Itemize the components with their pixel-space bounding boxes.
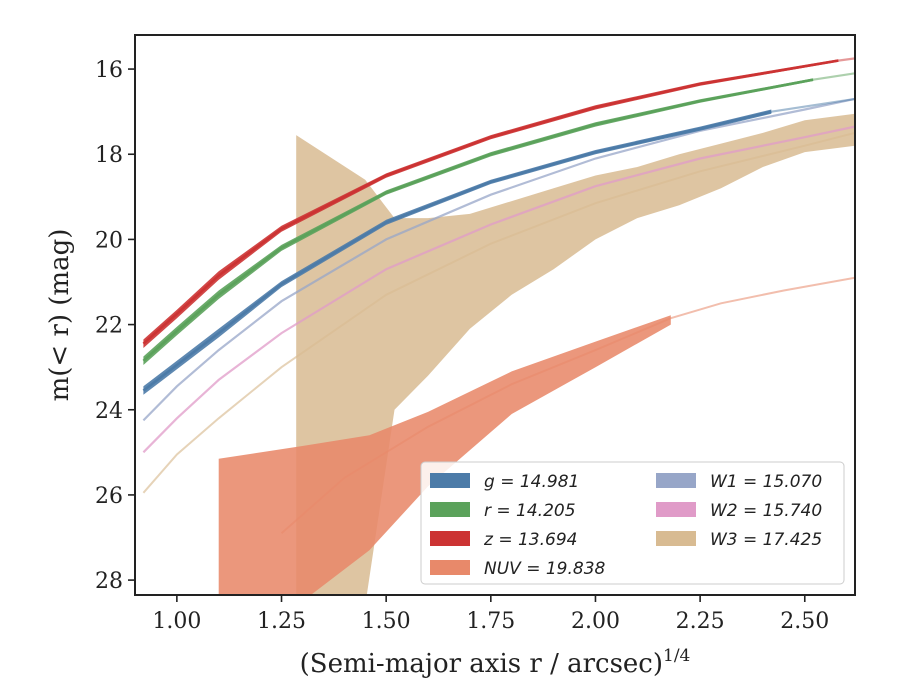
x-axis-label-exponent: 1/4 [663,646,690,666]
legend-label: r = 14.205 [484,501,576,521]
plot-area [142,57,855,595]
x-axis-label-text: (Semi-major axis r / arcsec) [300,649,663,679]
x-tick-label: 2.50 [780,609,829,634]
legend-swatch [430,560,470,575]
legend-item-g: g = 14.981 [430,472,579,492]
x-axis-label: (Semi-major axis r / arcsec)1/4 [300,646,691,679]
y-tick-label: 28 [95,569,123,594]
legend-label: NUV = 19.838 [484,559,606,579]
series-nuv-band [218,315,671,595]
series-w1-line [142,97,855,422]
legend-label: W2 = 15.740 [710,501,822,521]
legend-label: W1 = 15.070 [710,472,822,492]
series-w2-line [142,125,855,454]
legend-swatch [656,473,696,488]
x-tick-label: 1.75 [466,609,515,634]
legend-item-r: r = 14.205 [430,501,576,521]
series-r-line [142,78,814,362]
legend-item-nuv: NUV = 19.838 [430,559,606,579]
x-tick-label: 1.50 [362,609,411,634]
series-r-extension [812,72,855,81]
x-tick-label: 1.25 [257,609,306,634]
series-w3-band [296,113,855,595]
legend-item-w2: W2 = 15.740 [656,501,822,521]
y-tick-label: 26 [95,484,123,509]
legend-swatch [430,473,470,488]
legend-swatch [656,502,696,517]
y-tick-label: 18 [95,143,123,168]
y-tick-label: 20 [95,228,123,253]
series-z-extension [838,57,855,62]
legend-swatch [656,531,696,546]
legend-swatch [430,502,470,517]
x-tick-label: 2.00 [571,609,620,634]
series-z-line [142,59,839,345]
legend-box [420,461,845,585]
x-tick-label: 2.25 [676,609,725,634]
y-tick-label: 22 [95,314,123,339]
legend-item-w1: W1 = 15.070 [656,472,822,492]
legend-label: z = 13.694 [483,530,577,550]
axis-ticks: 1.00 1.25 1.50 1.75 2.00 2.25 2.50 16 18 20 22 24 26… [95,58,829,634]
legend: g = 14.981 r = 14.205 z = 13.694 NUV = 19.8… [420,461,845,585]
series-w3-line [142,131,855,494]
legend-label: W3 = 17.425 [710,530,822,550]
plot-frame [134,34,856,596]
y-tick-label: 16 [95,58,123,83]
x-tick-label: 1.00 [152,609,201,634]
y-tick-label: 24 [95,399,123,424]
series-g-line [142,110,772,392]
legend-swatch [430,531,470,546]
legend-label: g = 14.981 [484,472,579,492]
legend-item-w3: W3 = 17.425 [656,530,822,550]
legend-item-z: z = 13.694 [430,530,577,550]
y-axis-label: m(< r) (mag) [45,229,75,402]
series-g-extension [771,97,855,113]
